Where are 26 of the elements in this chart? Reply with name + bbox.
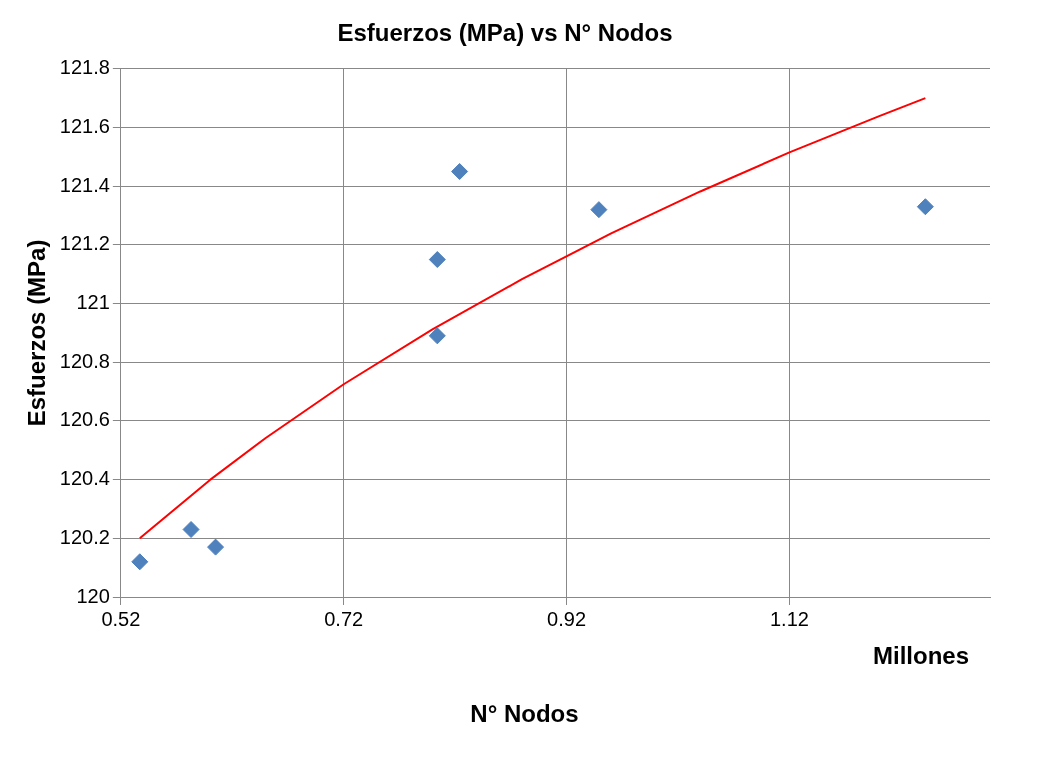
x-tick-label: 1.12 bbox=[769, 607, 809, 630]
point bbox=[428, 251, 446, 269]
point bbox=[131, 553, 149, 571]
point bbox=[428, 327, 446, 345]
point bbox=[916, 198, 934, 216]
x-tick-label: 0.92 bbox=[547, 607, 587, 630]
point bbox=[451, 163, 469, 181]
point bbox=[182, 521, 200, 539]
y-tick-label: 121.4 bbox=[59, 173, 110, 196]
y-tick-label: 120.4 bbox=[59, 467, 110, 490]
x-tick-label: 0.72 bbox=[324, 607, 364, 630]
x-axis-title: N° Nodos bbox=[469, 700, 580, 728]
chart-title: Esfuerzos (MPa) vs N° Nodos bbox=[337, 19, 673, 47]
point bbox=[590, 201, 608, 219]
text: Millones bbox=[872, 642, 969, 670]
y-tick-label: 120.8 bbox=[59, 349, 110, 372]
y-tick-label: 121.2 bbox=[59, 232, 110, 255]
y-tick-label: 120.6 bbox=[59, 408, 110, 431]
y-tick-label: 121.6 bbox=[59, 115, 110, 137]
point bbox=[207, 538, 225, 556]
y-tick-label: 120 bbox=[76, 584, 110, 607]
y-axis-title: Esfuerzos (MPa) bbox=[23, 239, 51, 427]
y-tick-label: 120.2 bbox=[59, 525, 110, 548]
y-tick-label: 121.8 bbox=[59, 56, 110, 79]
y-tick-label: 121 bbox=[76, 291, 110, 314]
x-tick-label: 0.52 bbox=[101, 607, 141, 630]
